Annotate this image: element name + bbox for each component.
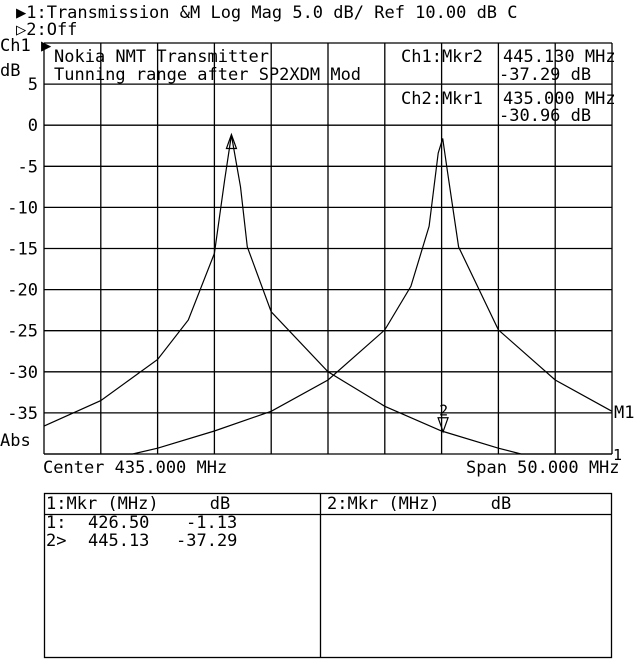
marker-1-triangle-icon[interactable]	[225, 132, 238, 150]
row-id: 2>	[46, 531, 66, 551]
table-header-ch2: 2:Mkr (MHz) dB	[327, 494, 511, 514]
y-tick-label: 0	[28, 116, 38, 136]
trace-1	[43, 134, 612, 455]
marker-b-frequency: 435.000 MHz	[503, 89, 616, 109]
row-value: -1.13	[186, 513, 237, 533]
table-row: 1: 426.50 -1.13	[46, 513, 237, 533]
channel2-status: ▷2:Off	[16, 20, 77, 40]
y-tick-label: -25	[7, 322, 38, 342]
format-label: Abs	[0, 431, 31, 451]
title-line-1: Nokia NMT Transmitter	[54, 47, 269, 67]
traces	[43, 134, 613, 455]
row-frequency: 445.13	[88, 531, 149, 551]
markers: 2	[225, 132, 449, 434]
trace-2	[44, 138, 613, 455]
y-tick-label: -10	[7, 198, 38, 218]
table-header-ch1: 1:Mkr (MHz) dB	[46, 494, 230, 514]
table-row: 2> 445.13 -37.29	[46, 531, 237, 551]
row-id: 1:	[46, 513, 66, 533]
row-frequency: 426.50	[88, 513, 149, 533]
channel-indicator: Ch1 ▶	[0, 36, 52, 56]
marker-a-label: Ch1:Mkr2	[401, 47, 483, 67]
marker-label: 2	[439, 402, 448, 420]
row-value: -37.29	[176, 531, 237, 551]
channel1-status: ▶1:Transmission &M Log Mag 5.0 dB/ Ref 1…	[16, 3, 518, 23]
marker-b-value: -30.96 dB	[499, 106, 591, 126]
title-line-2: Tunning range after SP2XDM Mod	[54, 65, 361, 85]
y-tick-label: -35	[7, 404, 38, 424]
marker-2-triangle-icon[interactable]	[437, 417, 449, 434]
center-frequency: Center 435.000 MHz	[43, 458, 227, 478]
y-tick-label: 5	[28, 75, 38, 95]
marker-a-frequency: 445.130 MHz	[503, 47, 616, 67]
marker-table: 1:Mkr (MHz) dB 2:Mkr (MHz) dB 1: 426.50 …	[43, 492, 613, 659]
plot-grid	[43, 42, 613, 455]
marker-b-label: Ch2:Mkr1	[401, 89, 483, 109]
y-tick-label: -5	[18, 157, 38, 177]
m1-label: M1	[614, 403, 634, 423]
y-tick-label: -15	[7, 240, 38, 260]
y-tick-label: -30	[7, 363, 38, 383]
y-tick-labels: 5 0 -5 -10 -15 -20 -25 -30 -35	[7, 75, 38, 424]
marker-a-value: -37.29 dB	[499, 65, 591, 85]
unit-label: dB	[0, 61, 20, 81]
span-frequency: Span 50.000 MHz	[466, 458, 620, 478]
y-tick-label: -20	[7, 281, 38, 301]
reference-position-marker: 1	[613, 446, 622, 464]
